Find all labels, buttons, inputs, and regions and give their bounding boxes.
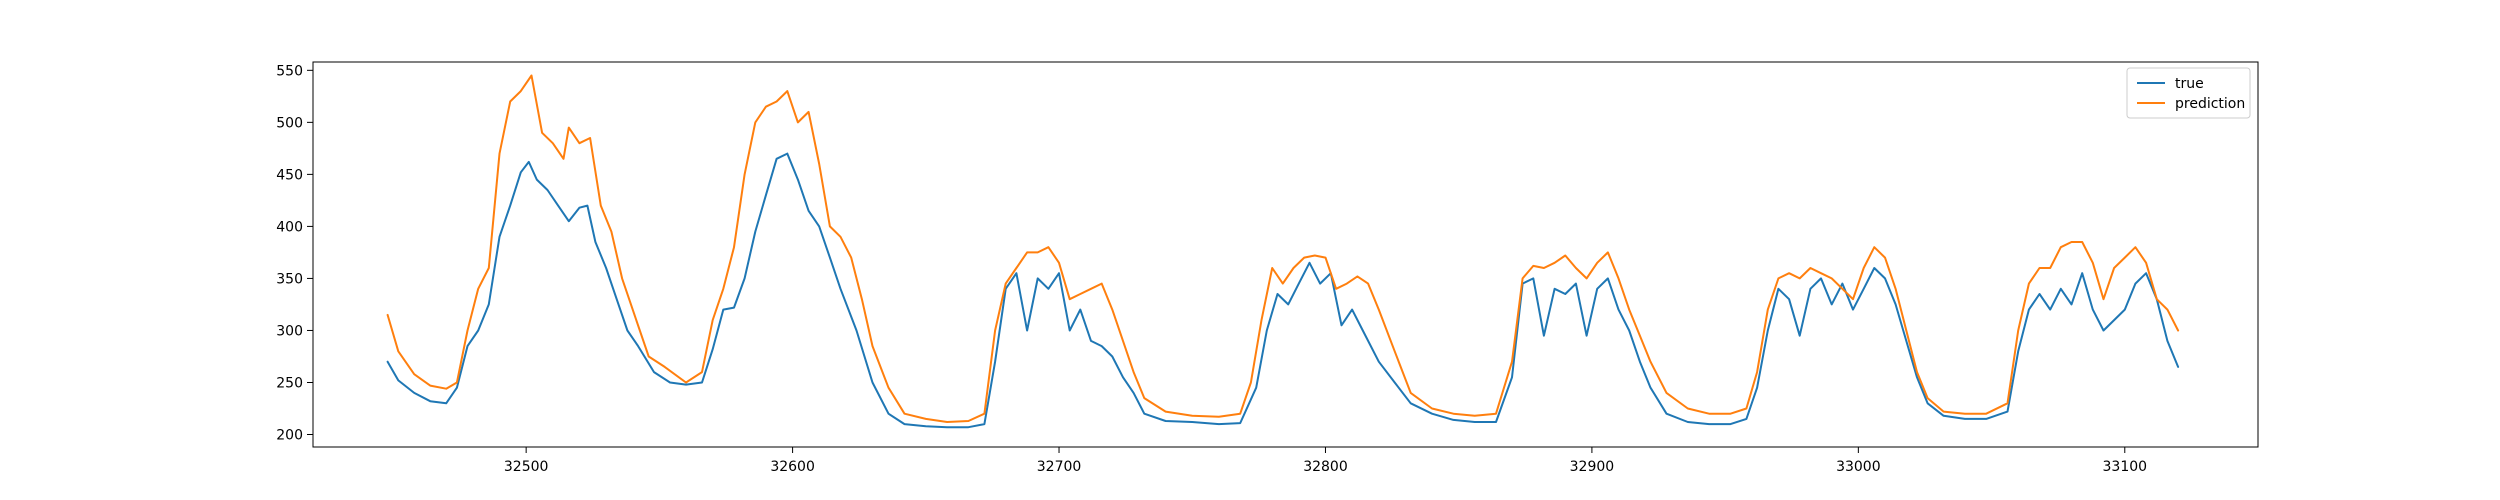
y-tick-label: 450 (276, 167, 303, 183)
x-axis: 32500 32600 32700 32800 32900 33000 33100 (504, 447, 2147, 475)
x-tick-label: 32600 (770, 459, 815, 475)
x-tick-label: 32700 (1037, 459, 1082, 475)
x-tick-label: 32800 (1303, 459, 1348, 475)
legend-label-true: true (2175, 76, 2204, 92)
plot-area (312, 61, 2259, 448)
axes-frame (312, 61, 2259, 448)
x-tick-label: 33000 (1836, 459, 1881, 475)
y-tick-label: 250 (276, 375, 303, 391)
y-axis: 200 250 300 350 400 450 500 550 (276, 63, 313, 444)
x-tick-label: 32900 (1570, 459, 1615, 475)
y-tick-label: 400 (276, 219, 303, 235)
legend: true prediction (2126, 67, 2251, 119)
x-tick-label: 33100 (2103, 459, 2148, 475)
y-tick-label: 550 (276, 63, 303, 79)
legend-label-prediction: prediction (2175, 96, 2245, 112)
legend-box (2126, 67, 2251, 119)
y-tick-label: 500 (276, 115, 303, 131)
y-tick-label: 300 (276, 323, 303, 339)
x-tick-label: 32500 (504, 459, 549, 475)
y-tick-label: 350 (276, 271, 303, 287)
y-tick-label: 200 (276, 428, 303, 444)
series-line-prediction (386, 74, 2180, 423)
series-line-true (386, 152, 2180, 429)
series-group (386, 74, 2180, 429)
